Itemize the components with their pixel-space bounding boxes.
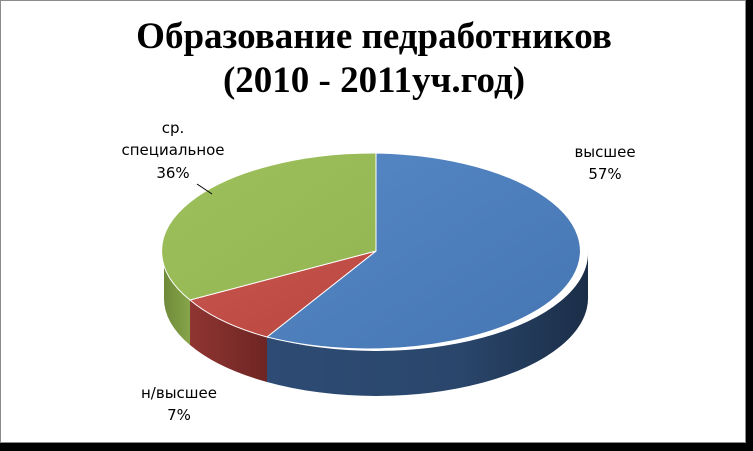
label-vysshee-percent: 57% [588,165,621,183]
pie-slice-sr-specialnoe [161,152,377,301]
label-sr-specialnoe-line-1: ср. [162,119,185,137]
label-n-vysshee-percent: 7% [167,406,191,424]
label-sr-specialnoe-line-2: специальное [121,141,224,159]
pie-side-red [190,300,267,382]
pie-slice-vysshee [265,152,581,350]
label-n-vysshee-name: н/высшее [141,384,217,402]
pie-slice-n-vysshee [188,250,377,338]
chart-title-line-2: (2010 - 2011уч.год) [222,60,526,101]
label-sr-specialnoe-percent: 36% [156,164,189,182]
pie-side-blue [267,251,589,396]
pie-chart: высшее 57% н/высшее 7% ср. специальное 3… [121,119,635,424]
chart-frame: Образование педработников (2010 - 2011уч… [0,0,746,443]
chart-title-line-1: Образование педработников [136,16,612,57]
label-vysshee-name: высшее [574,143,635,161]
label-leader-line [196,183,213,195]
pie-side-green [163,251,190,345]
chart-title: Образование педработников (2010 - 2011уч… [1,15,745,103]
